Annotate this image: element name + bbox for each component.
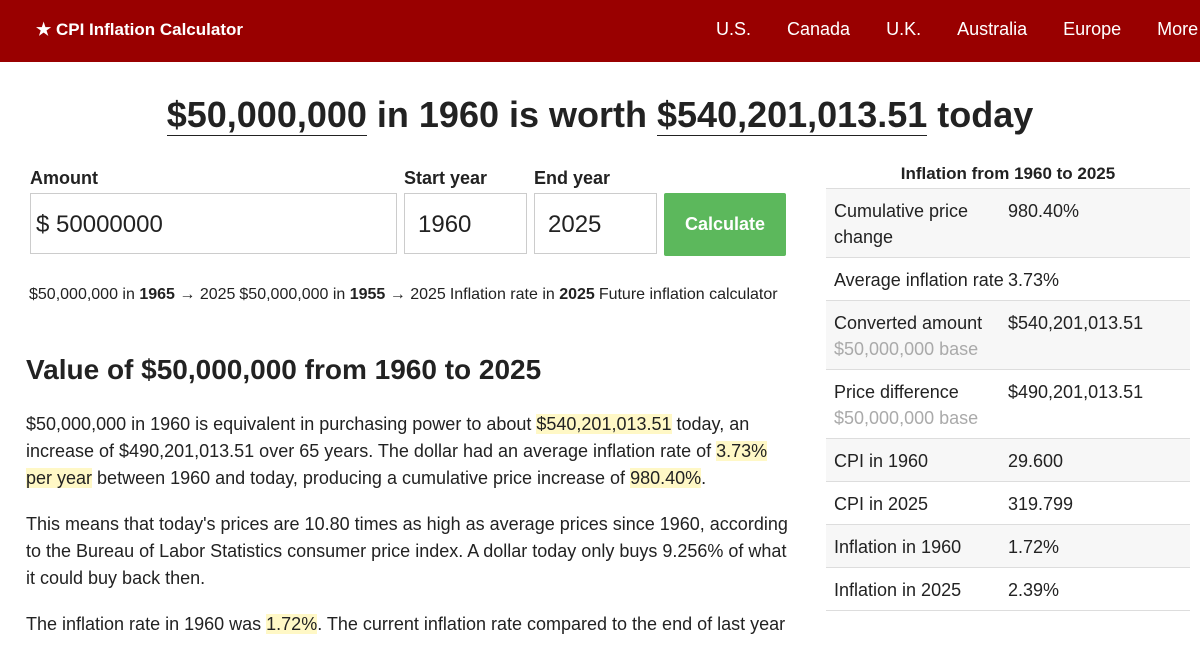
quick-link-text: 2025 <box>559 286 595 303</box>
row-label: CPI in 1960 <box>834 451 929 471</box>
row-value: 2.39% <box>1008 580 1060 600</box>
paragraph: The inflation rate in 1960 was 1.72%. Th… <box>26 611 796 638</box>
quick-link-text: Inflation rate in <box>449 286 560 303</box>
row-value: $540,201,013.51 <box>1008 313 1144 333</box>
quick-link-text: → 2025 <box>174 286 236 303</box>
paragraph-text: today, an increase of $490,201,013.51 ov… <box>26 414 750 461</box>
row-label-cell: CPI in 1960 <box>834 448 1008 474</box>
nav-link[interactable]: More <box>1157 19 1199 39</box>
headline: $50,000,000 in 1960 is worth $540,201,01… <box>0 94 1200 136</box>
row-label: Converted amount <box>834 313 983 333</box>
section-body: $50,000,000 in 1960 is equivalent in pur… <box>26 411 796 657</box>
headline-text: today <box>927 94 1034 135</box>
paragraph: $50,000,000 in 1960 is equivalent in pur… <box>26 411 796 492</box>
row-label-cell: CPI in 2025 <box>834 491 1008 517</box>
row-value: 980.40% <box>1008 201 1080 221</box>
row-label-cell: Average inflation rate <box>834 267 1008 293</box>
page: CPI Inflation Calculator {"nav": {"brand… <box>0 0 1200 634</box>
quick-link-text: 1955 <box>349 286 386 303</box>
nav-link[interactable]: Canada <box>787 19 851 39</box>
table-row: Cumulative price change 980.40% <box>826 189 1190 258</box>
nav-link[interactable]: Europe <box>1063 19 1122 39</box>
end-year-input[interactable]: 2025 <box>534 193 657 254</box>
quick-link-text: 1965 <box>139 286 175 303</box>
section-heading: Value of $50,000,000 from 1960 to 2025 <box>26 354 542 385</box>
paragraph: This means that today's prices are 10.80… <box>26 511 796 592</box>
table-row: CPI in 1960 29.600 <box>826 439 1190 482</box>
quick-link-text: $50,000,000 in <box>29 286 140 303</box>
headline-result: $540,201,013.51 <box>657 94 928 136</box>
summary-table: Inflation from 1960 to 2025 Cumulative p… <box>826 164 1190 611</box>
page-body: ★ CPI Inflation Calculator U.S. Canada U.K… <box>0 0 1200 634</box>
quick-link[interactable]: Inflation rate in 2025 <box>450 286 595 304</box>
row-note: $50,000,000 base <box>834 408 979 428</box>
quick-link-text: Future inflation calculator <box>598 286 778 303</box>
quick-link[interactable]: Future inflation calculator <box>599 286 778 304</box>
row-value: 29.600 <box>1008 451 1064 471</box>
brand[interactable]: ★ CPI Inflation Calculator <box>36 20 243 39</box>
paragraph-text: $50,000,000 in 1960 is equivalent in pur… <box>26 414 537 434</box>
paragraph-text: . The current inflation rate compared to… <box>317 614 786 634</box>
table-row: Inflation in 2025 2.39% <box>826 568 1190 611</box>
nav-links: U.S. Canada U.K. Australia Europe More <box>698 19 1200 40</box>
quick-link-text: → 2025 <box>385 286 446 303</box>
amount-input[interactable]: $ 50000000 <box>30 193 397 254</box>
quick-link-text: $50,000,000 in <box>239 286 350 303</box>
headline-text: in 1960 is worth <box>366 94 657 135</box>
row-label-cell: Cumulative price change <box>834 198 1008 250</box>
row-label-cell: Price difference $50,000,000 base <box>834 379 1008 431</box>
headline-amount: $50,000,000 <box>166 94 367 136</box>
paragraph-text: between 1960 and today, producing a cumu… <box>92 468 631 488</box>
row-label-cell: Inflation in 1960 <box>834 534 1008 560</box>
row-value: 319.799 <box>1008 494 1074 514</box>
row-label: Inflation in 1960 <box>834 537 962 557</box>
table-row: Inflation in 1960 1.72% <box>826 525 1190 568</box>
quick-links: $50,000,000 in 1965 → 2025 $50,000,000 in… <box>29 286 778 304</box>
row-label: Average inflation rate <box>834 270 1004 290</box>
highlight: 1.72% <box>266 614 318 634</box>
start-label: Start year <box>404 168 488 188</box>
table-row: Average inflation rate 3.73% <box>826 258 1190 301</box>
table-row: Converted amount $50,000,000 base $540,201… <box>826 301 1190 370</box>
paragraph-text: This means that today's prices are 10.80… <box>26 514 788 588</box>
calculate-button[interactable]: Calculate <box>664 193 786 256</box>
row-label: Cumulative price change <box>834 201 969 247</box>
row-label: Inflation in 2025 <box>834 580 962 600</box>
nav-link[interactable]: U.K. <box>886 19 922 39</box>
end-label: End year <box>534 168 611 188</box>
table-row: CPI in 2025 319.799 <box>826 482 1190 525</box>
nav-link[interactable]: Australia <box>957 19 1028 39</box>
row-note: $50,000,000 base <box>834 339 979 359</box>
table-rows: Cumulative price change 980.40% Average in… <box>826 189 1190 611</box>
row-value: 1.72% <box>1008 537 1060 557</box>
row-value: $490,201,013.51 <box>1008 382 1144 402</box>
quick-link[interactable]: $50,000,000 in 1965 → 2025 <box>29 286 235 304</box>
currency: $ <box>36 211 50 238</box>
highlight: 980.40% <box>630 468 702 488</box>
row-label: Price difference <box>834 382 959 402</box>
start-year-input[interactable]: 1960 <box>404 193 527 254</box>
row-label-cell: Converted amount $50,000,000 base <box>834 310 1008 362</box>
row-label: CPI in 2025 <box>834 494 929 514</box>
nav-link[interactable]: U.S. <box>716 19 752 39</box>
row-value: 3.73% <box>1008 270 1060 290</box>
amount-label: Amount <box>30 168 98 188</box>
paragraph-text: . <box>701 468 707 488</box>
amount-value: 50000000 <box>56 211 163 238</box>
table-title: Inflation from 1960 to 2025 <box>826 164 1190 189</box>
quick-link[interactable]: $50,000,000 in 1955 → 2025 <box>239 286 445 304</box>
highlight: $540,201,013.51 <box>536 414 672 434</box>
nav-bar: ★ CPI Inflation Calculator U.S. Canada U.K… <box>0 0 1200 62</box>
row-label-cell: Inflation in 2025 <box>834 577 1008 603</box>
paragraph-text: The inflation rate in 1960 was <box>26 614 267 634</box>
table-row: Price difference $50,000,000 base $490,201… <box>826 370 1190 439</box>
